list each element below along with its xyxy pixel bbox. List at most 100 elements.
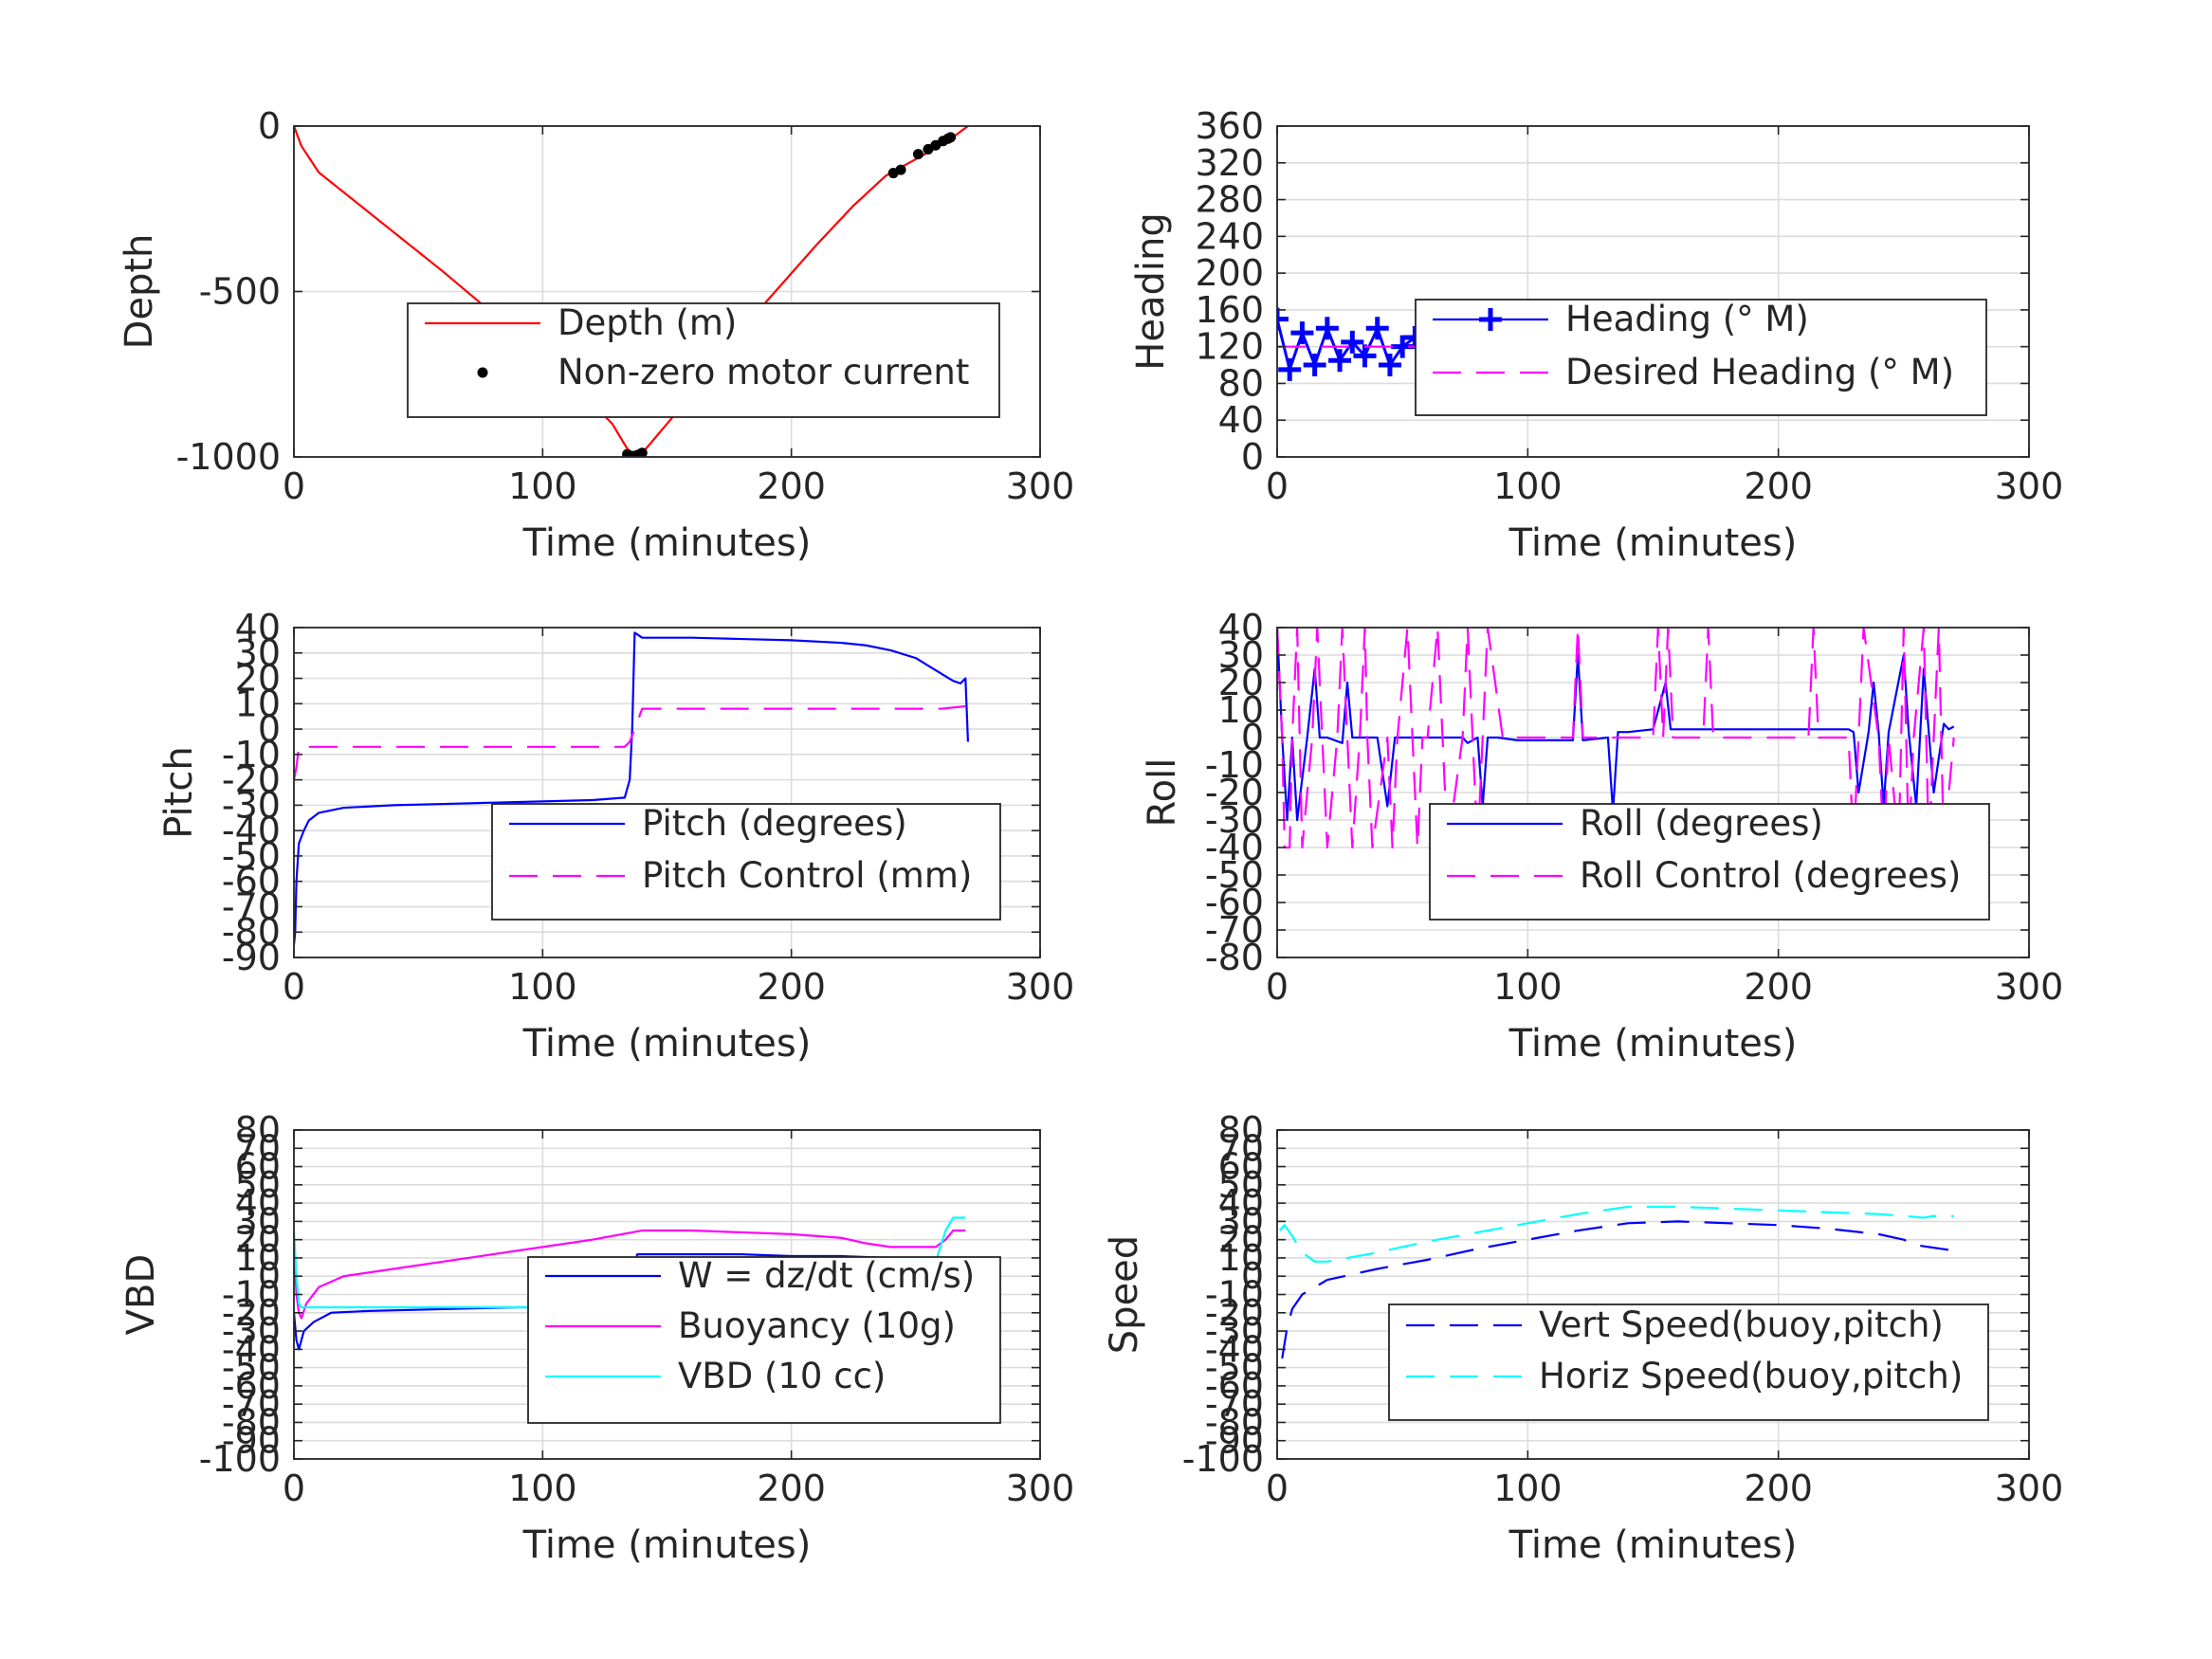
y-tick-label: 20 bbox=[1218, 662, 1264, 703]
y-tick-label: -30 bbox=[222, 784, 281, 826]
panel-pitch: 0 100 200 300-90-80-70-60-50-40-30-20-10010… bbox=[157, 607, 1074, 1066]
legend-entry: Non-zero motor current bbox=[558, 352, 969, 392]
x-tick-label: 100 bbox=[508, 1468, 577, 1509]
y-tick-label: -10 bbox=[222, 734, 281, 775]
x-tick-label: 200 bbox=[757, 1468, 826, 1509]
y-tick-label: 40 bbox=[1218, 607, 1264, 648]
legend-box bbox=[527, 1256, 1001, 1424]
legend-marker bbox=[1479, 308, 1502, 331]
y-tick-label: -50 bbox=[1205, 854, 1264, 896]
x-axis-label: Time (minutes) bbox=[1508, 1022, 1798, 1066]
y-axis-label: Speed bbox=[1103, 1235, 1146, 1354]
y-tick-label: 10 bbox=[235, 683, 281, 724]
y-tick-label: 60 bbox=[235, 1146, 281, 1188]
x-tick-label: 100 bbox=[508, 465, 577, 507]
x-tick-label: 0 bbox=[283, 465, 305, 507]
legend-entry: Horiz Speed(buoy,pitch) bbox=[1539, 1356, 1963, 1396]
legend-entry: Pitch (degrees) bbox=[642, 803, 907, 844]
y-tick-label: 40 bbox=[1218, 399, 1264, 441]
y-tick-label: -30 bbox=[222, 1310, 281, 1352]
y-tick-label: 120 bbox=[1195, 326, 1264, 368]
y-tick-label: 10 bbox=[1218, 1237, 1264, 1279]
y-tick-label: 30 bbox=[235, 1200, 281, 1242]
y-tick-label: 280 bbox=[1195, 179, 1264, 221]
y-tick-label: -50 bbox=[1205, 1347, 1264, 1389]
y-axis-label: VBD bbox=[119, 1254, 163, 1336]
x-tick-label: 0 bbox=[1266, 465, 1289, 507]
y-tick-label: 0 bbox=[258, 105, 281, 147]
legend-entry: Vert Speed(buoy,pitch) bbox=[1539, 1304, 1944, 1345]
tick-marks bbox=[1276, 627, 2030, 958]
x-tick-label: 300 bbox=[1006, 465, 1075, 507]
legend: Heading (° M) Desired Heading (° M) bbox=[1415, 299, 1987, 416]
legend: Vert Speed(buoy,pitch) Horiz Speed(buoy,p… bbox=[1388, 1304, 1989, 1421]
y-tick-label: 240 bbox=[1195, 215, 1264, 257]
series-speed-1 bbox=[1278, 1205, 1954, 1263]
y-tick-label: -100 bbox=[1182, 1438, 1264, 1480]
plus-marker bbox=[1315, 317, 1339, 340]
x-tick-label: 0 bbox=[283, 966, 305, 1008]
legend-entry: VBD (10 cc) bbox=[678, 1356, 886, 1396]
y-tick-label: -100 bbox=[199, 1438, 281, 1480]
y-tick-label: -80 bbox=[1205, 1401, 1264, 1443]
y-tick-label: 30 bbox=[235, 632, 281, 674]
y-tick-label: -10 bbox=[1205, 1274, 1264, 1316]
y-tick-label: -40 bbox=[1205, 1328, 1264, 1370]
legend-entry: Buoyancy (10g) bbox=[678, 1305, 956, 1346]
y-tick-label: -30 bbox=[1205, 1310, 1264, 1352]
x-axis-label: Time (minutes) bbox=[522, 1022, 812, 1066]
plus-marker bbox=[1353, 344, 1377, 368]
legend: W = dz/dt (cm/s) Buoyancy (10g) VBD (10 cc… bbox=[527, 1255, 1001, 1424]
data-point bbox=[636, 447, 648, 457]
tick-marks bbox=[293, 627, 1041, 958]
plus-marker bbox=[1341, 330, 1364, 354]
x-tick-label: 100 bbox=[1493, 966, 1563, 1008]
plus-marker bbox=[1328, 349, 1352, 373]
series-depth-1 bbox=[622, 132, 957, 457]
y-tick-label: 40 bbox=[235, 607, 281, 648]
data-point bbox=[895, 164, 906, 175]
data-point bbox=[945, 132, 957, 143]
y-tick-label: 70 bbox=[1218, 1127, 1264, 1169]
series-vbd-1 bbox=[294, 1229, 966, 1320]
y-tick-label: 0 bbox=[1241, 1255, 1264, 1297]
y-tick-label: 10 bbox=[235, 1237, 281, 1279]
y-tick-label: 30 bbox=[1218, 1200, 1264, 1242]
x-tick-label: 300 bbox=[1995, 966, 2064, 1008]
x-tick-label: 100 bbox=[1493, 465, 1563, 507]
y-tick-label: -20 bbox=[222, 1292, 281, 1334]
y-tick-label: 80 bbox=[1218, 362, 1264, 404]
panel-depth: 0 100 200 300 -1000 -500 0 Time (minutes) Depth D… bbox=[118, 105, 1074, 565]
y-tick-label: 10 bbox=[1218, 689, 1264, 731]
axes-box bbox=[1276, 125, 2030, 458]
y-axis-label: Depth bbox=[118, 234, 161, 350]
x-axis-label: Time (minutes) bbox=[522, 1523, 812, 1567]
y-axis-label: Roll bbox=[1141, 758, 1184, 828]
y-tick-label: -60 bbox=[1205, 882, 1264, 923]
y-tick-label: 40 bbox=[235, 1182, 281, 1224]
legend-entry: Roll Control (degrees) bbox=[1580, 855, 1961, 896]
y-tick-label: 0 bbox=[258, 1255, 281, 1297]
x-tick-label: 200 bbox=[757, 966, 826, 1008]
y-tick-label: 80 bbox=[235, 1109, 281, 1151]
y-tick-label: -80 bbox=[1205, 937, 1264, 978]
plus-marker bbox=[1365, 317, 1389, 340]
x-tick-label: 100 bbox=[508, 966, 577, 1008]
y-tick-label: 200 bbox=[1195, 252, 1264, 294]
legend-entry: Pitch Control (mm) bbox=[642, 855, 972, 896]
y-tick-label: 20 bbox=[235, 1219, 281, 1261]
legend-entry: W = dz/dt (cm/s) bbox=[678, 1255, 975, 1296]
series-pitch-0 bbox=[294, 631, 970, 945]
series-roll-0 bbox=[1277, 628, 1955, 822]
panel-roll: 0 100 200 300-80-70-60-50-40-30-20-10010203… bbox=[1141, 607, 2063, 1066]
y-tick-label: -30 bbox=[1205, 799, 1264, 841]
y-tick-label: 0 bbox=[1241, 717, 1264, 758]
plus-marker bbox=[1290, 321, 1314, 345]
y-axis-label: Pitch bbox=[157, 746, 201, 838]
y-tick-label: 60 bbox=[1218, 1146, 1264, 1188]
legend: Roll (degrees) Roll Control (degrees) bbox=[1429, 803, 1990, 921]
legend: Depth (m) Non-zero motor current bbox=[407, 302, 1000, 418]
y-tick-label: -10 bbox=[222, 1274, 281, 1316]
y-tick-label: -90 bbox=[222, 1420, 281, 1462]
x-tick-label: 300 bbox=[1006, 966, 1075, 1008]
